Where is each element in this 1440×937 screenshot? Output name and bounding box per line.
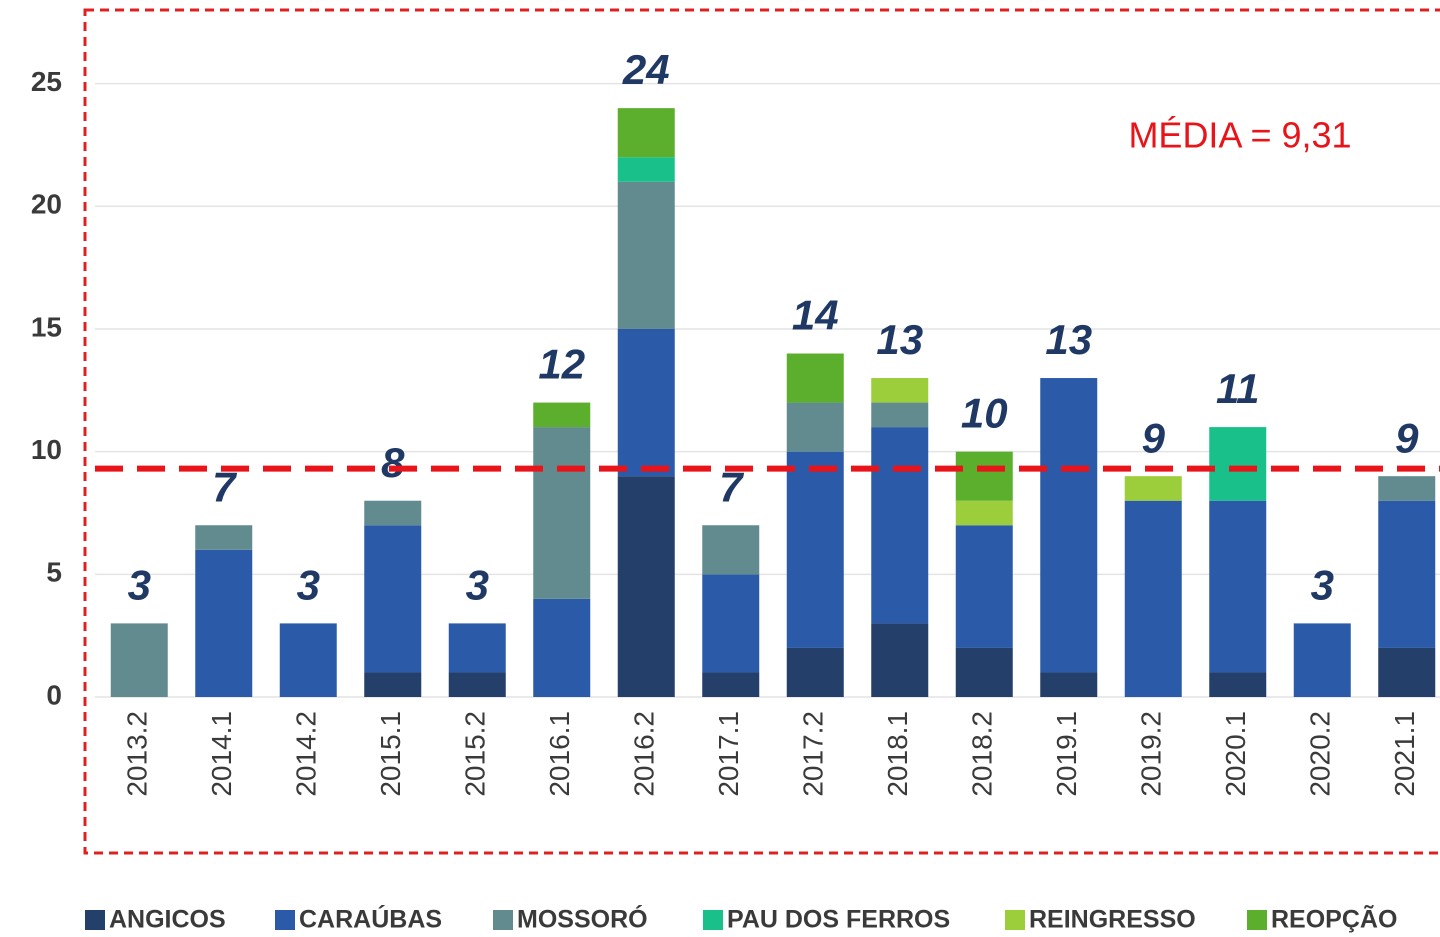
total-label: 24 <box>622 46 670 93</box>
bar-segment <box>1209 427 1267 501</box>
x-tick-label: 2014.1 <box>206 711 237 797</box>
y-tick-label: 10 <box>31 434 62 465</box>
total-label: 13 <box>1045 316 1092 363</box>
bar-segment <box>364 672 422 697</box>
bar-segment <box>871 402 929 428</box>
total-label: 8 <box>381 439 405 486</box>
bar-segment <box>448 672 506 697</box>
x-tick-label: 2019.2 <box>1136 711 1167 797</box>
bar-segment <box>448 623 506 673</box>
bar-segment <box>871 623 929 697</box>
legend-swatch <box>703 910 723 930</box>
bar-segment <box>702 574 760 673</box>
bar-segment <box>702 525 760 575</box>
frame <box>83 8 1440 855</box>
total-label: 9 <box>1142 414 1166 461</box>
x-tick-label: 2020.2 <box>1305 711 1336 797</box>
total-label: 13 <box>876 316 923 363</box>
total-label: 14 <box>792 292 839 339</box>
bar-segment <box>955 451 1013 501</box>
bar-segment <box>955 647 1013 697</box>
bar-segment <box>533 402 591 428</box>
grid: 0 5 10 15 20 25 <box>31 66 1440 710</box>
bar-segment <box>617 181 675 329</box>
legend-swatch <box>493 910 513 930</box>
bar-segment <box>1378 500 1436 648</box>
y-tick-label: 25 <box>31 66 62 97</box>
bar-segment <box>786 402 844 452</box>
bar-segment <box>1124 476 1182 501</box>
bar-segment <box>871 378 929 403</box>
x-tick-label: 2017.1 <box>713 711 744 797</box>
x-tick-label: 2014.2 <box>291 711 322 797</box>
bar-segment <box>364 525 422 673</box>
legend-swatch <box>1247 910 1267 930</box>
total-label: 10 <box>961 390 1008 437</box>
legend-swatch <box>85 910 105 930</box>
bar-segment <box>533 598 591 697</box>
bar-segment <box>786 451 844 648</box>
bar-segment <box>955 500 1013 526</box>
bar-segment <box>1378 647 1436 697</box>
bar-segment <box>195 549 253 697</box>
x-tick-label: 2021.1 <box>1389 711 1420 797</box>
legend-label: REINGRESSO <box>1029 906 1196 934</box>
x-tick-label: 2016.1 <box>544 711 575 797</box>
x-tick-label: 2020.1 <box>1220 711 1251 797</box>
bar-segment <box>871 427 929 624</box>
bar-segment <box>364 500 422 526</box>
bar-segment <box>702 672 760 697</box>
y-tick-label: 5 <box>46 557 62 588</box>
y-tick-label: 20 <box>31 189 62 220</box>
bar-segment <box>1209 672 1267 697</box>
mean-label: MÉDIA = 9,31 <box>1128 115 1351 156</box>
bar-segment <box>1378 476 1436 501</box>
bar-segment <box>617 476 675 697</box>
bar-segment <box>786 353 844 403</box>
bar-segment <box>1040 378 1098 673</box>
bar-segment <box>1040 672 1098 697</box>
legend-label: ANGICOS <box>109 906 226 934</box>
total-label: 3 <box>1311 561 1334 608</box>
legend-swatch <box>275 910 295 930</box>
bar-segment <box>1124 500 1182 697</box>
x-tick-label: 2019.1 <box>1051 711 1082 797</box>
total-label: 3 <box>297 561 320 608</box>
x-tick-label: 2015.1 <box>375 711 406 797</box>
legend-label: PAU DOS FERROS <box>727 906 950 934</box>
bar-segment <box>110 623 168 697</box>
bar-segment <box>533 427 591 599</box>
bar-segment <box>617 108 675 158</box>
bar-segment <box>279 623 337 697</box>
bar-segment <box>955 525 1013 648</box>
bar-segment <box>617 157 675 182</box>
total-label: 3 <box>128 561 151 608</box>
legend-swatch <box>1005 910 1025 930</box>
bar-segment <box>195 525 253 550</box>
total-label: 11 <box>1216 365 1260 412</box>
legend-label: MOSSORÓ <box>517 904 648 934</box>
x-tick-label: 2018.1 <box>882 711 913 797</box>
y-tick-label: 0 <box>46 679 62 710</box>
bar-segment <box>786 647 844 697</box>
x-tick-label: 2017.2 <box>798 711 829 797</box>
bar-segment <box>617 328 675 477</box>
total-label: 12 <box>538 341 585 388</box>
y-tick-label: 15 <box>31 311 62 342</box>
labels: 2013.232014.172014.232015.182015.232016.… <box>95 46 1440 797</box>
bars <box>110 108 1436 697</box>
total-label: 3 <box>466 561 489 608</box>
bar-segment <box>1209 500 1267 673</box>
legend-label: CARAÚBAS <box>299 904 442 934</box>
total-label: 9 <box>1395 414 1419 461</box>
x-tick-label: 2016.2 <box>629 711 660 797</box>
x-tick-label: 2015.2 <box>460 711 491 797</box>
legend-label: REOPÇÃO <box>1271 904 1397 934</box>
x-tick-label: 2018.2 <box>967 711 998 797</box>
bar-segment <box>1293 623 1351 697</box>
x-tick-label: 2013.2 <box>122 711 153 797</box>
